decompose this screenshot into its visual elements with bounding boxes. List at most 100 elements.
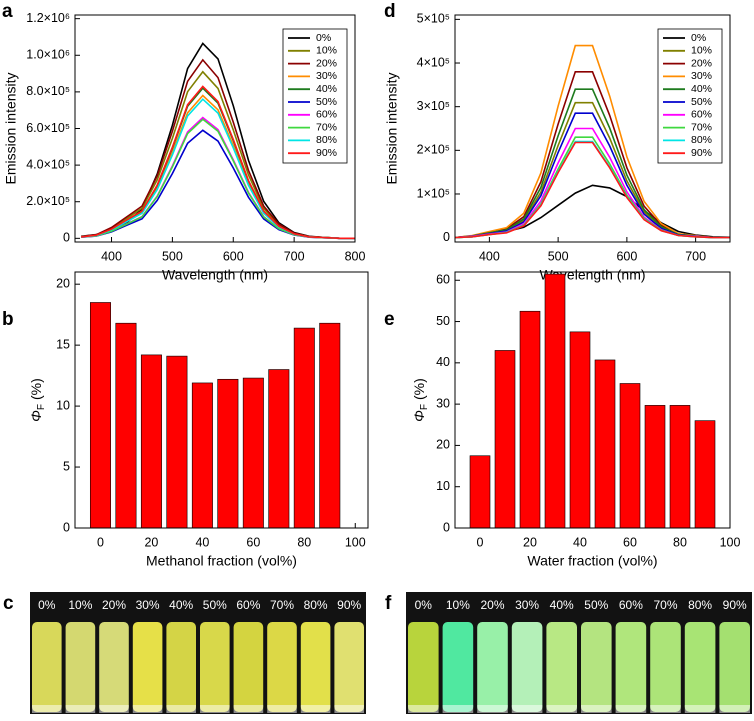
y-tick-label: 2.0×10⁵ [26,194,70,208]
bar [694,420,716,529]
legend-label: 10% [691,45,712,57]
x-tick-label: 700 [284,249,305,263]
y-tick-label: 1.2×10⁶ [26,11,70,25]
vial-cap [442,705,474,713]
y-label-unit: (%) [411,378,427,400]
x-tick-label: 100 [720,535,741,549]
y-tick-label: 2×10⁵ [417,143,450,157]
vial-label: 40% [169,598,193,612]
vial-label: 40% [550,598,574,612]
x-axis-label: Wavelength (nm) [539,267,645,283]
bar [191,382,213,529]
x-tick-label: 500 [162,249,183,263]
bar [242,377,264,529]
x-tick-label: 80 [297,535,311,549]
vial [408,622,439,712]
panel-letter: b [2,309,14,330]
y-tick-label: 4.0×10⁵ [26,157,70,171]
legend-label: 30% [691,70,712,82]
x-tick-label: 100 [345,535,366,549]
legend-box [282,28,348,164]
legend-label: 0% [691,32,706,44]
spectrum-line [454,141,730,239]
vial [233,622,264,712]
vial-label: 10% [68,598,92,612]
vial-label: 80% [688,598,712,612]
vial-cap [200,705,230,713]
bar [217,378,239,529]
x-tick-label: 800 [345,249,366,263]
y-tick-label: 1.0×10⁶ [26,48,70,62]
vial-label: 50% [584,598,608,612]
vial-label: 0% [38,598,56,612]
legend-label: 50% [691,96,712,108]
vial-cap [615,705,647,713]
y-tick-label: 6.0×10⁵ [26,121,70,135]
x-tick-label: 80 [673,535,687,549]
vial [132,622,163,712]
vial [334,622,364,712]
x-tick-label: 0 [97,535,104,549]
vial-label: 10% [446,598,470,612]
vial-cap [684,705,716,713]
vial-cap [166,705,196,713]
vial [200,622,230,712]
bar [519,310,541,529]
y-tick-label: 0 [443,230,450,244]
vial [267,622,297,712]
vial-cap [132,705,163,713]
vial-cap [719,705,750,713]
legend-label: 60% [316,109,337,121]
bar [319,322,341,529]
vial [546,622,577,712]
vial [511,622,543,712]
legend-label: 20% [316,57,337,69]
legend-box [657,28,723,164]
x-tick-label: 60 [623,535,637,549]
y-tick-label: 4×10⁵ [417,55,450,69]
legend-label: 80% [316,134,337,146]
vial-label: 20% [480,598,504,612]
vial-cap [267,705,297,713]
panel-letter: d [384,1,396,22]
vial-label: 0% [415,598,433,612]
panel-letter: c [3,593,14,614]
y-tick-label: 10 [56,398,70,412]
legend-label: 10% [316,45,337,57]
panel-letter: a [2,1,13,22]
vial-label: 70% [653,598,677,612]
vial-cap [32,705,62,713]
y-label-subscript: F [36,404,47,410]
vial-cap [581,705,612,713]
x-tick-label: 20 [144,535,158,549]
bar [669,405,691,529]
legend-label: 20% [691,57,712,69]
vial-label: 30% [515,598,539,612]
bar [268,369,290,529]
legend-label: 90% [316,147,337,159]
plot-frame [74,14,356,243]
vial [581,622,612,712]
vial-label: 60% [236,598,260,612]
legend-label: 90% [691,147,712,159]
y-tick-label: 8.0×10⁵ [26,84,70,98]
y-tick-label: 3×10⁵ [417,99,450,113]
bar [569,331,591,529]
x-tick-label: 0 [477,535,484,549]
plot-frame [454,271,731,529]
vial-label: 50% [203,598,227,612]
y-tick-label: 50 [436,314,450,328]
vial [99,622,129,712]
vial-label: 90% [723,598,747,612]
x-tick-label: 40 [573,535,587,549]
x-tick-label: 400 [101,249,122,263]
legend-label: 60% [691,109,712,121]
y-axis-label: Emission intensity [3,72,19,184]
y-tick-label: 30 [436,396,450,410]
x-axis-label: Methanol fraction (vol%) [146,553,297,569]
y-label-symbol: Φ [28,410,44,422]
y-axis-label: ΦF (%) [28,378,47,422]
bar [89,302,111,529]
